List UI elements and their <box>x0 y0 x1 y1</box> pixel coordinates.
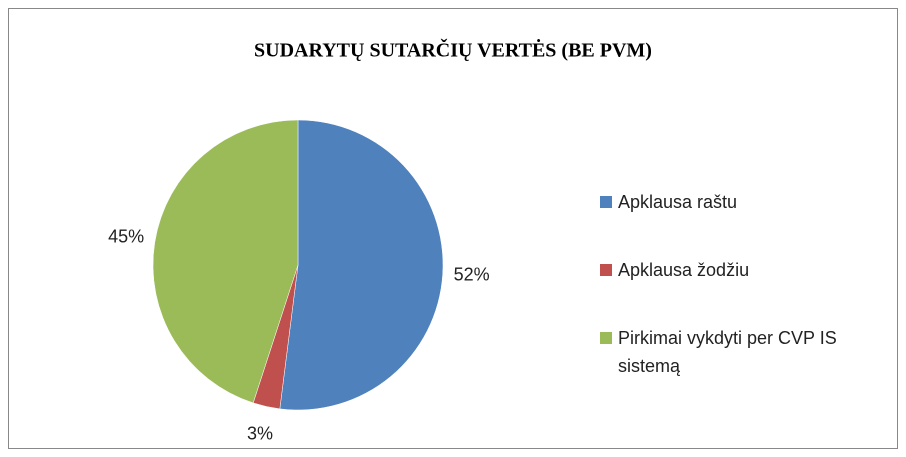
chart-frame <box>8 8 898 449</box>
pie-slice <box>279 119 444 411</box>
data-label: 45% <box>108 227 144 247</box>
legend-label: Apklausa žodžiu <box>618 260 750 280</box>
legend-swatch <box>600 264 612 276</box>
legend-item: Pirkimai vykdyti per CVP IS sistemą <box>600 324 888 380</box>
legend-item: Apklausa žodžiu <box>600 256 888 284</box>
legend-swatch <box>600 332 612 344</box>
data-label: 3% <box>247 424 273 444</box>
pie-slice <box>152 119 299 404</box>
chart-title: SUDARYTŲ SUTARČIŲ VERTĖS (BE PVM) <box>254 38 652 62</box>
legend-swatch <box>600 196 612 208</box>
legend-label: Pirkimai vykdyti per CVP IS sistemą <box>618 328 837 376</box>
legend-label: Apklausa raštu <box>618 192 738 212</box>
legend-item: Apklausa raštu <box>600 188 888 216</box>
data-label: 52% <box>454 265 490 285</box>
